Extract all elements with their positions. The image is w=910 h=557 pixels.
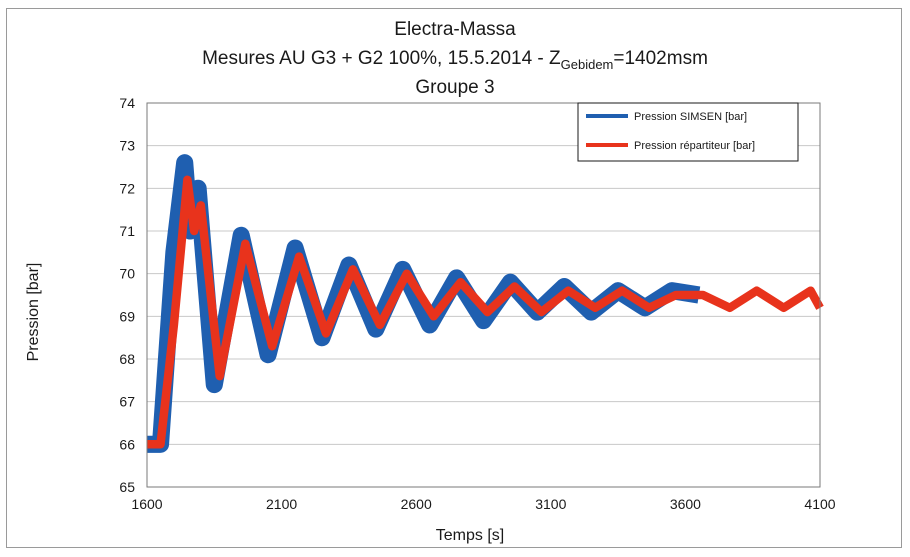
y-tick-66: 66 (119, 436, 135, 452)
subtitle-subscript: Gebidem (561, 57, 614, 72)
legend-box (577, 102, 799, 162)
y-tick-68: 68 (119, 351, 135, 367)
legend-label-simsen: Pression SIMSEN [bar] (634, 111, 747, 123)
chart-subtitle-2: Groupe 3 (415, 77, 494, 98)
y-tick-74: 74 (119, 95, 135, 111)
y-tick-72: 72 (119, 180, 135, 196)
y-tick-69: 69 (119, 308, 135, 324)
y-tick-65: 65 (119, 479, 135, 495)
plot-area (146, 102, 821, 488)
legend: Pression SIMSEN [bar] Pression répartite… (577, 102, 799, 162)
y-tick-70: 70 (119, 266, 135, 282)
x-tick-1600: 1600 (131, 496, 162, 512)
y-tick-71: 71 (119, 223, 135, 239)
y-axis-ticks: 65 66 67 68 69 70 71 72 73 74 (119, 95, 135, 495)
subtitle-main: Mesures AU G3 + G2 100%, 15.5.2014 - Z (202, 48, 561, 69)
x-tick-3600: 3600 (670, 496, 701, 512)
y-tick-67: 67 (119, 394, 135, 410)
y-tick-73: 73 (119, 138, 135, 154)
series-1 (147, 175, 824, 449)
series-layer (147, 154, 824, 453)
x-axis-ticks: 1600 2100 2600 3100 3600 4100 (131, 496, 835, 512)
y-axis-label: Pression [bar] (25, 263, 42, 362)
subtitle-tail: =1402msm (613, 48, 708, 69)
x-tick-2600: 2600 (401, 496, 432, 512)
series-line-1 (147, 175, 824, 449)
chart-subtitle: Mesures AU G3 + G2 100%, 15.5.2014 - ZGe… (202, 48, 708, 72)
x-tick-2100: 2100 (266, 496, 297, 512)
chart-title: Electra-Massa (394, 19, 516, 40)
x-tick-3100: 3100 (535, 496, 566, 512)
x-tick-4100: 4100 (804, 496, 835, 512)
legend-label-repartiteur: Pression répartiteur [bar] (634, 140, 755, 152)
x-axis-label: Temps [s] (436, 527, 504, 544)
